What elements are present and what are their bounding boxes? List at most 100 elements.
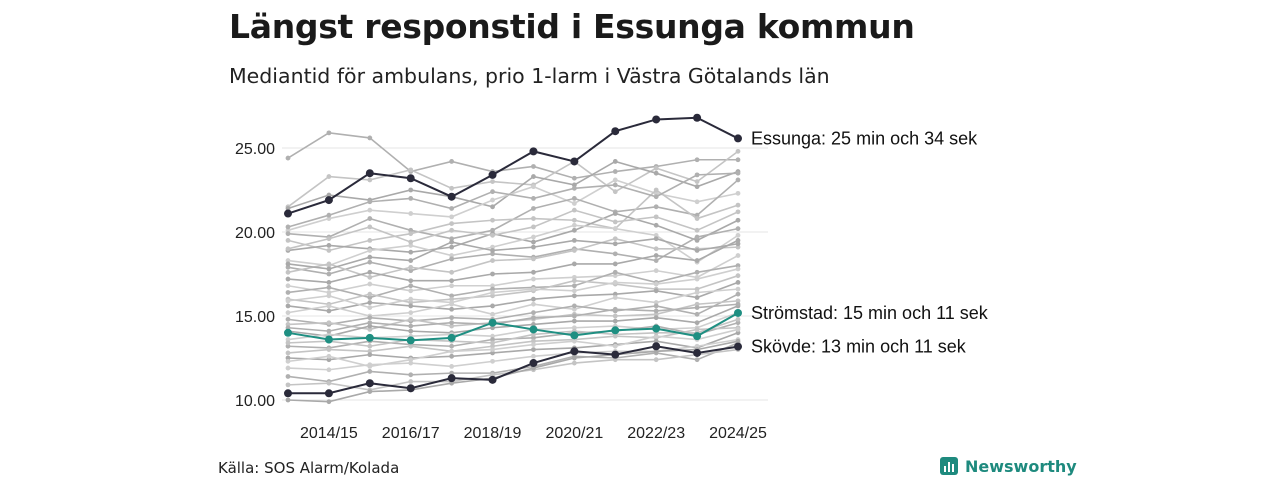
data-point xyxy=(367,305,373,310)
data-point xyxy=(408,303,414,309)
data-point xyxy=(326,130,332,136)
data-point xyxy=(490,204,495,210)
data-point xyxy=(488,375,497,384)
data-point xyxy=(406,384,415,393)
data-point xyxy=(694,157,700,163)
series-path xyxy=(287,318,739,348)
data-point xyxy=(326,271,332,277)
data-point xyxy=(285,343,291,349)
data-point xyxy=(531,196,536,201)
data-point xyxy=(490,232,495,238)
data-point xyxy=(571,338,577,344)
series-path xyxy=(287,160,739,210)
data-point xyxy=(490,325,495,331)
background-series-line xyxy=(285,177,741,233)
background-series-line xyxy=(285,266,741,310)
data-point xyxy=(447,333,456,342)
data-point xyxy=(285,283,291,289)
data-point xyxy=(735,238,741,243)
series-path xyxy=(287,303,739,332)
data-point xyxy=(531,184,536,190)
data-point xyxy=(449,236,455,242)
series-path xyxy=(287,116,739,215)
y-axis: 10.00 15.00 20.00 25.00 xyxy=(235,141,275,410)
data-point xyxy=(694,301,700,307)
data-point xyxy=(653,288,659,294)
data-point xyxy=(694,234,700,240)
data-point xyxy=(612,182,618,188)
data-point xyxy=(571,201,577,206)
data-point xyxy=(531,347,536,352)
data-point xyxy=(571,303,577,309)
data-point xyxy=(367,254,373,260)
data-point xyxy=(367,389,373,394)
data-point xyxy=(490,337,495,342)
data-point xyxy=(324,335,333,344)
data-point xyxy=(531,224,536,230)
data-point xyxy=(326,347,332,352)
series-strmstad xyxy=(284,308,742,345)
background-series-line xyxy=(285,286,741,319)
data-point xyxy=(653,236,659,242)
data-point xyxy=(653,357,659,363)
data-point xyxy=(570,157,579,166)
data-point xyxy=(449,343,455,349)
data-point xyxy=(653,348,659,354)
data-point xyxy=(367,177,373,183)
data-point xyxy=(326,308,332,314)
data-point xyxy=(735,244,741,250)
data-point xyxy=(490,333,495,339)
data-point xyxy=(326,236,332,242)
data-point xyxy=(529,359,538,368)
x-tick-label: 2024/25 xyxy=(709,425,767,442)
data-point xyxy=(694,179,700,185)
data-point xyxy=(653,300,659,305)
data-point xyxy=(529,147,538,156)
data-point xyxy=(735,320,741,326)
data-point xyxy=(285,397,291,403)
data-point xyxy=(612,169,618,174)
data-point xyxy=(449,370,455,376)
data-point xyxy=(735,177,741,183)
data-point xyxy=(612,211,618,216)
data-point xyxy=(408,300,414,305)
data-point xyxy=(449,283,455,289)
data-point xyxy=(653,253,659,258)
data-point xyxy=(735,327,741,332)
data-point xyxy=(694,311,700,317)
data-point xyxy=(531,244,536,250)
data-point xyxy=(735,301,741,307)
data-point xyxy=(735,232,741,238)
data-point xyxy=(365,333,374,342)
data-point xyxy=(367,224,373,230)
data-point xyxy=(735,202,741,208)
data-point xyxy=(285,355,291,361)
data-point xyxy=(571,360,577,366)
data-point xyxy=(694,172,700,178)
series-end-label: Skövde: 13 min och 11 sek xyxy=(751,337,967,357)
data-point xyxy=(571,227,577,233)
data-point xyxy=(285,155,291,161)
data-point xyxy=(531,174,536,179)
series-path xyxy=(287,328,739,368)
data-point xyxy=(653,204,659,210)
data-point xyxy=(571,185,577,191)
data-point xyxy=(449,256,455,262)
chart-title: Längst responstid i Essunga kommun xyxy=(229,7,915,46)
data-point xyxy=(326,332,332,337)
data-point xyxy=(490,258,495,263)
data-point xyxy=(612,226,618,232)
data-point xyxy=(490,343,495,349)
data-point xyxy=(531,296,536,302)
series-path xyxy=(287,293,739,326)
data-point xyxy=(653,268,659,274)
data-point xyxy=(326,192,332,198)
data-point xyxy=(571,325,577,331)
data-point xyxy=(735,291,741,297)
gridlines xyxy=(282,147,768,401)
data-point xyxy=(285,276,291,282)
data-point xyxy=(531,365,536,371)
data-point xyxy=(571,238,577,243)
data-point xyxy=(612,241,618,247)
data-point xyxy=(571,355,577,361)
